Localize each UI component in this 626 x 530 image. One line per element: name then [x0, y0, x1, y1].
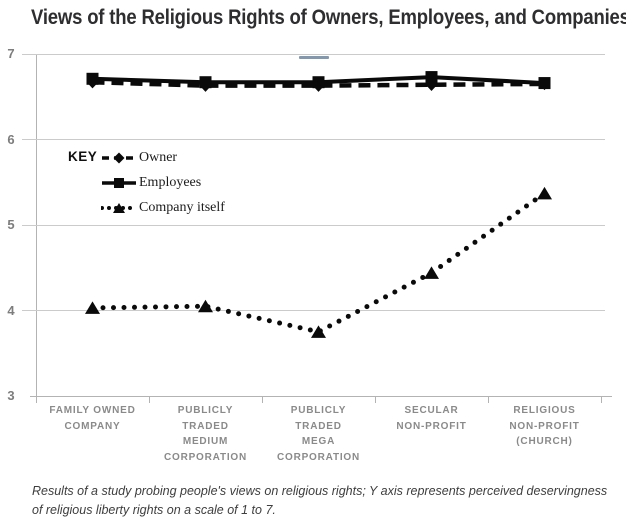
series-marker-triangle: [537, 186, 552, 200]
legend-key-label: KEY: [68, 149, 98, 164]
series-marker-triangle: [198, 299, 213, 313]
x-axis-tick: [488, 396, 489, 403]
gridline-y7: [22, 53, 605, 55]
y-tick-label-3: 3: [7, 388, 15, 403]
category-label-line: PUBLICLY: [177, 405, 234, 416]
gridline-y4: [22, 310, 605, 311]
category-label-line: TRADED: [295, 420, 342, 432]
category-label-line: TRADED: [182, 420, 229, 432]
series-marker-square: [86, 72, 99, 85]
x-axis-tick: [262, 396, 263, 403]
category-label-line: SECULAR: [404, 405, 459, 416]
category-label-secular-non-profit: SECULAR NON-PROFIT: [375, 403, 488, 434]
category-label-publicly-traded-mega-corporation: PUBLICLY TRADED MEGA CORPORATION: [262, 403, 375, 465]
category-label-religious-non-profit-church-: RELIGIOUS NON-PROFIT (CHURCH): [488, 403, 601, 450]
gridline-y5: [22, 224, 605, 226]
category-label-family-owned-company: FAMILY OWNED COMPANY: [36, 403, 149, 434]
x-axis-tick: [601, 396, 602, 403]
category-label-line: FAMILY OWNED: [49, 405, 136, 416]
legend-label-company-itself: Company itself: [139, 199, 225, 215]
legend-row-employees: Employees: [101, 170, 225, 195]
series-marker-square: [538, 77, 551, 90]
series-marker-triangle: [311, 325, 326, 338]
stray-dash-artifact: [299, 56, 329, 59]
legend-marker-diamond: [113, 152, 125, 163]
y-tick-label-7: 7: [7, 46, 15, 61]
legend-label-employees: Employees: [139, 174, 202, 190]
category-label-line: CORPORATION: [276, 451, 361, 463]
x-axis-tick: [375, 396, 376, 403]
legend-marker-square: [114, 177, 124, 188]
y-tick-label-4: 4: [7, 302, 15, 318]
series-marker-square: [425, 71, 438, 84]
category-label-line: (CHURCH): [516, 436, 573, 447]
legend-label-owner: Owner: [139, 149, 178, 165]
legend-swatch-dotted-triangle: [101, 202, 137, 213]
category-label-line: MEDIUM: [182, 436, 229, 447]
x-axis-tick: [149, 396, 150, 403]
legend-swatch-dashed-diamond: [102, 152, 136, 163]
x-axis-line: [30, 396, 612, 397]
category-label-line: RELIGIOUS: [513, 405, 576, 416]
y-tick-label-5: 5: [7, 217, 15, 232]
y-tick-label-6: 6: [7, 131, 15, 147]
category-label-line: NON-PROFIT: [509, 420, 580, 432]
category-label-line: PUBLICLY: [290, 405, 347, 416]
series-marker-square: [199, 76, 212, 89]
figure-caption: Results of a study probing people's view…: [32, 484, 608, 517]
series-marker-square: [312, 76, 325, 89]
category-label-publicly-traded-medium-corporation: PUBLICLY TRADED MEDIUM CORPORATION: [149, 403, 262, 465]
category-label-line: CORPORATION: [163, 451, 248, 463]
category-label-line: MEGA: [301, 436, 336, 447]
category-label-line: NON-PROFIT: [396, 420, 467, 432]
series-marker-triangle: [85, 301, 100, 314]
legend-row-company-itself: Company itself: [101, 195, 225, 220]
x-axis-tick: [36, 396, 37, 403]
series-marker-triangle: [424, 266, 439, 279]
gridline-y6: [22, 139, 605, 140]
legend-marker-triangle: [113, 202, 125, 213]
chart-title: Views of the Religious Rights of Owners,…: [31, 5, 626, 29]
legend-swatch-solid-square: [102, 177, 136, 188]
legend-row-owner: Owner: [101, 145, 225, 170]
category-label-line: COMPANY: [64, 420, 121, 432]
legend: Owner Employees Company itself: [101, 145, 225, 220]
